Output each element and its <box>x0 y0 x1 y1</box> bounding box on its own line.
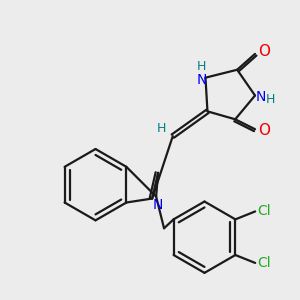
Text: N: N <box>256 91 266 104</box>
Text: O: O <box>258 44 270 59</box>
Text: H: H <box>266 93 276 106</box>
Text: H: H <box>157 122 167 135</box>
Text: Cl: Cl <box>257 256 271 270</box>
Text: O: O <box>258 123 270 138</box>
Text: Cl: Cl <box>257 204 271 218</box>
Text: H: H <box>197 60 206 73</box>
Text: N: N <box>196 73 207 87</box>
Text: N: N <box>153 199 163 212</box>
